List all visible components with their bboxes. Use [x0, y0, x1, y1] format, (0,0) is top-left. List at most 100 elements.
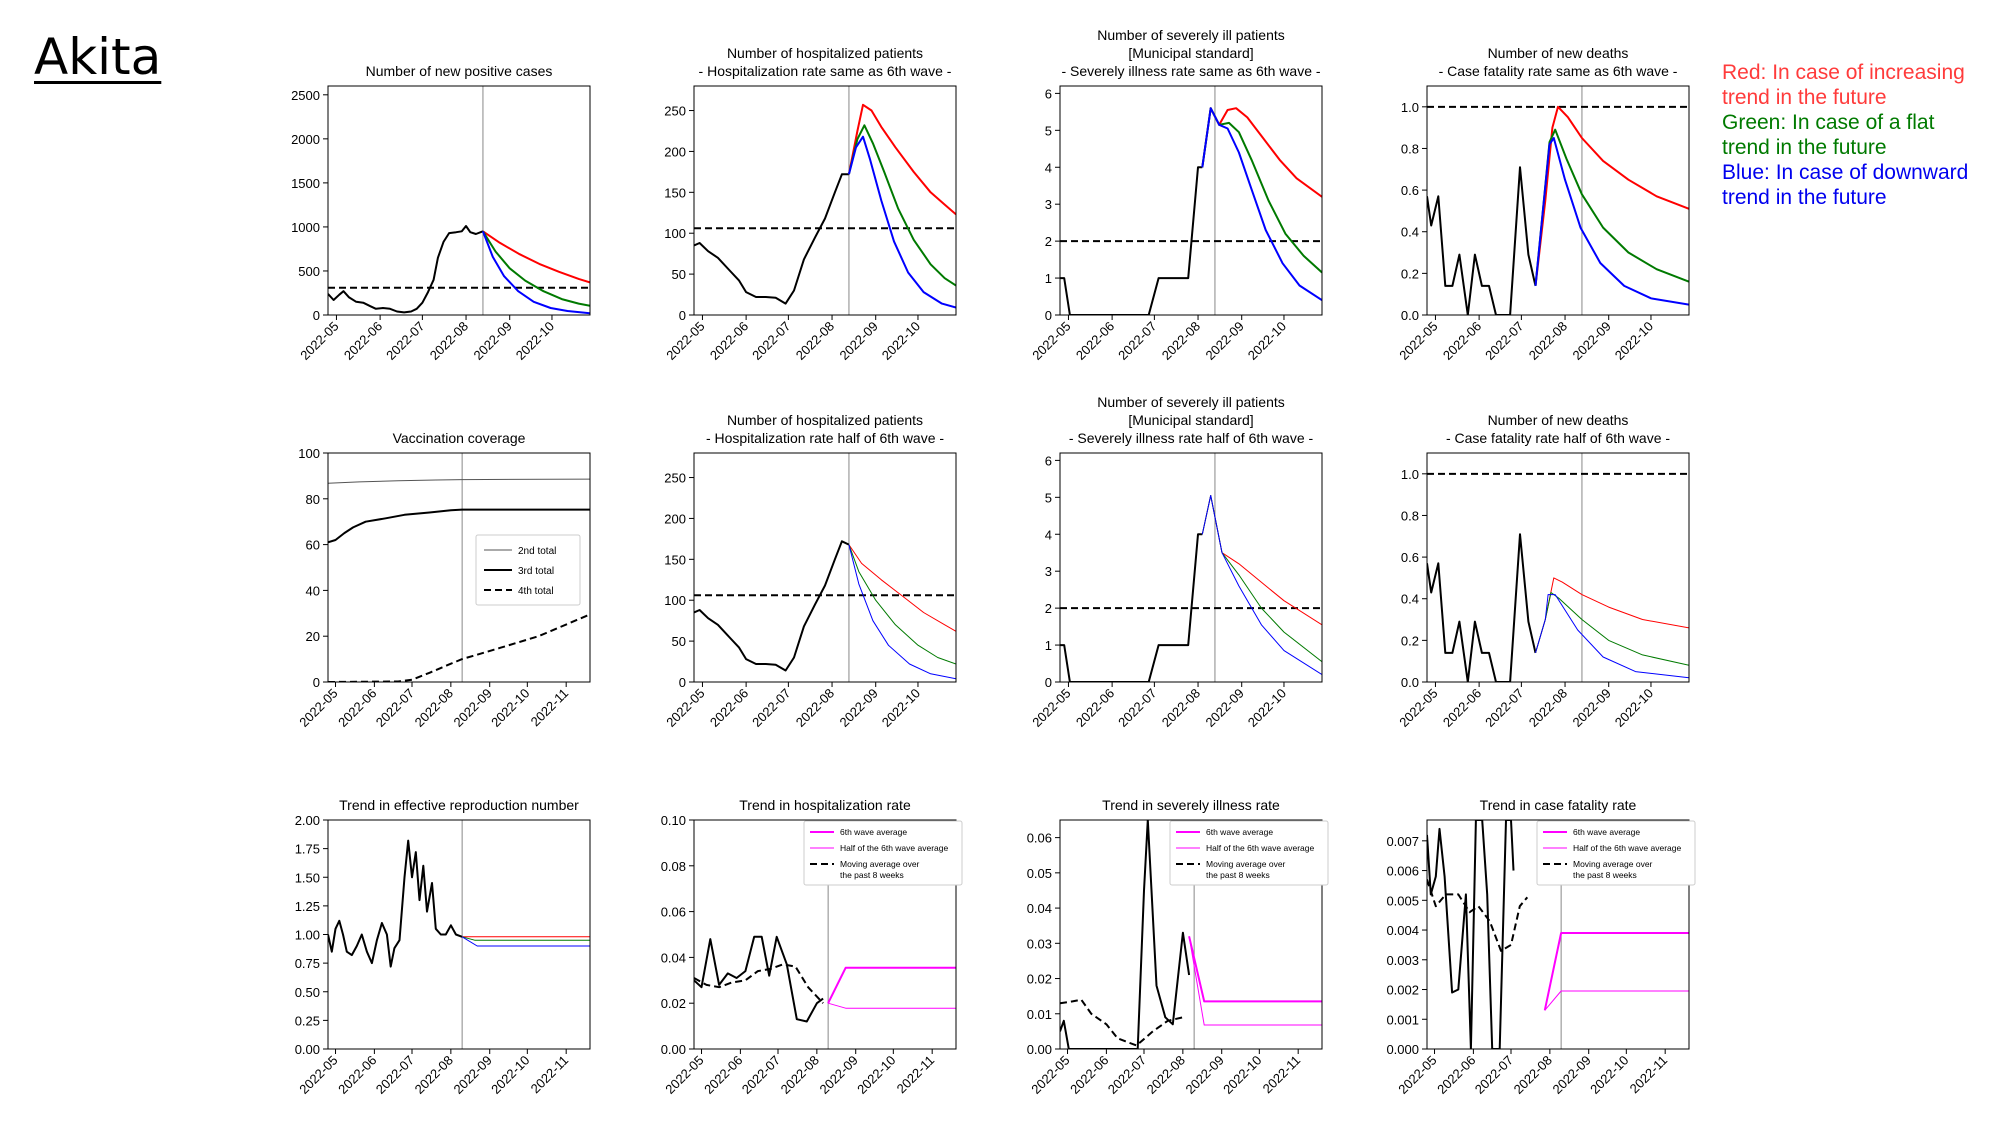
series-group: [1060, 495, 1322, 682]
x-tick-label: 2022-06: [707, 686, 751, 730]
y-tick-label: 1.00: [295, 928, 320, 943]
chart-title: - Hospitalization rate same as 6th wave …: [699, 63, 952, 79]
chart-title: Trend in hospitalization rate: [739, 797, 911, 813]
series-line: [1188, 936, 1322, 1003]
chart-title: Number of severely ill patients: [1097, 27, 1285, 43]
series-line: [847, 124, 956, 287]
x-tick-label: 2022-07: [749, 686, 793, 730]
x-tick-label: 2022-05: [1028, 1053, 1072, 1097]
x-tick-label: 2022-06: [341, 319, 385, 363]
series-line: [1201, 495, 1322, 626]
plot-frame: [1059, 819, 1323, 1050]
y-tick-label: 0.00: [661, 1042, 686, 1057]
y-tick-label: 5: [1045, 490, 1052, 505]
x-tick-label: 2022-06: [335, 1053, 379, 1097]
legend-label: the past 8 weeks: [840, 870, 904, 880]
y-tick-label: 0: [679, 308, 686, 323]
series-line: [848, 544, 956, 665]
y-tick-label: 0.10: [661, 813, 686, 828]
series-line: [848, 544, 956, 680]
y-tick-label: 1.50: [295, 870, 320, 885]
x-tick-label: 2022-08: [1159, 319, 1203, 363]
series-group: [1427, 820, 1689, 1049]
x-tick-label: 2022-10: [1245, 686, 1289, 730]
series-line: [1201, 107, 1322, 274]
series-line: [694, 963, 824, 1004]
y-tick-label: 0.6: [1401, 550, 1419, 565]
series-line: [328, 478, 590, 484]
legend-box: [1169, 820, 1329, 886]
x-tick-label: 2022-05: [1396, 319, 1440, 363]
legend-label: Half of the 6th wave average: [840, 843, 948, 853]
x-tick-label: 2022-09: [836, 686, 880, 730]
chart-title: Number of hospitalized patients: [727, 412, 923, 428]
chart-title: Trend in severely illness rate: [1102, 797, 1280, 813]
series-group: [328, 478, 590, 682]
x-tick-label: 2022-10: [1587, 1053, 1631, 1097]
y-tick-label: 1: [1045, 638, 1052, 653]
x-tick-label: 2022-08: [1144, 1053, 1188, 1097]
legend-note-line: Red: In case of increasing: [1722, 61, 1965, 84]
series-line: [1535, 592, 1689, 666]
y-tick-label: 3: [1045, 564, 1052, 579]
y-tick-label: 500: [298, 264, 320, 279]
y-tick-label: 0: [679, 675, 686, 690]
legend-label: the past 8 weeks: [1206, 870, 1270, 880]
plot-frame: [1059, 85, 1323, 316]
series-line: [1060, 998, 1184, 1047]
y-tick-label: 0.02: [1027, 972, 1052, 987]
x-tick-label: 2022-07: [383, 319, 427, 363]
y-tick-label: 0.25: [295, 1013, 320, 1028]
x-tick-label: 2022-05: [663, 686, 707, 730]
series-line: [694, 935, 824, 1023]
y-tick-label: 60: [306, 538, 320, 553]
chart-title: Trend in effective reproduction number: [339, 797, 579, 813]
y-tick-label: 0.05: [1027, 866, 1052, 881]
legend-label: 6th wave average: [1573, 827, 1640, 837]
chart-panel: Trend in hospitalization rate 0.00 0.02 0.0…: [661, 797, 963, 1097]
legend-label: Moving average over: [1573, 859, 1653, 869]
y-tick-label: 0.02: [661, 996, 686, 1011]
x-tick-label: 2022-06: [707, 319, 751, 363]
y-tick-label: 0: [313, 308, 320, 323]
plot-frame: [1426, 452, 1690, 683]
y-tick-label: 0.000: [1386, 1042, 1419, 1057]
x-tick-label: 2022-08: [412, 1053, 456, 1097]
y-tick-label: 0: [313, 675, 320, 690]
x-tick-label: 2022-09: [450, 1053, 494, 1097]
series-line: [827, 966, 956, 1004]
chart-title: - Severely illness rate same as 6th wave…: [1061, 63, 1320, 79]
series-line: [848, 544, 956, 632]
legend-box: [803, 820, 963, 886]
x-tick-label: 2022-07: [1115, 686, 1159, 730]
legend-label: 6th wave average: [1206, 827, 1273, 837]
series-group: [694, 935, 956, 1023]
series-group: [694, 103, 956, 309]
series-group: [1060, 107, 1322, 315]
y-tick-label: 0.8: [1401, 508, 1419, 523]
x-tick-label: 2022-05: [296, 1053, 340, 1097]
y-tick-label: 250: [664, 104, 686, 119]
series-line: [328, 613, 590, 682]
y-tick-label: 0.0: [1401, 675, 1419, 690]
x-tick-label: 2022-11: [1260, 1053, 1304, 1097]
x-tick-label: 2022-05: [296, 686, 340, 730]
chart-legend: 2nd total 3rd total 4th total: [475, 534, 581, 606]
x-tick-label: 2022-05: [663, 319, 707, 363]
chart-title: Number of new deaths: [1488, 45, 1629, 61]
x-tick-label: 2022-05: [1029, 686, 1073, 730]
series-line: [1201, 495, 1322, 676]
chart-panel: Number of hospitalized patients - Hospita…: [663, 45, 957, 363]
y-tick-label: 0.006: [1386, 864, 1419, 879]
y-tick-label: 150: [664, 552, 686, 567]
y-tick-label: 0.08: [661, 859, 686, 874]
x-tick-label: 2022-10: [488, 1053, 532, 1097]
series-line: [461, 936, 590, 941]
y-tick-label: 0.06: [1027, 831, 1052, 846]
x-tick-label: 2022-06: [1073, 319, 1117, 363]
chart-title: Number of new deaths: [1488, 412, 1629, 428]
x-tick-label: 2022-07: [373, 1053, 417, 1097]
y-tick-label: 0.04: [661, 950, 686, 965]
series-line: [694, 540, 850, 672]
series-line: [328, 508, 590, 544]
